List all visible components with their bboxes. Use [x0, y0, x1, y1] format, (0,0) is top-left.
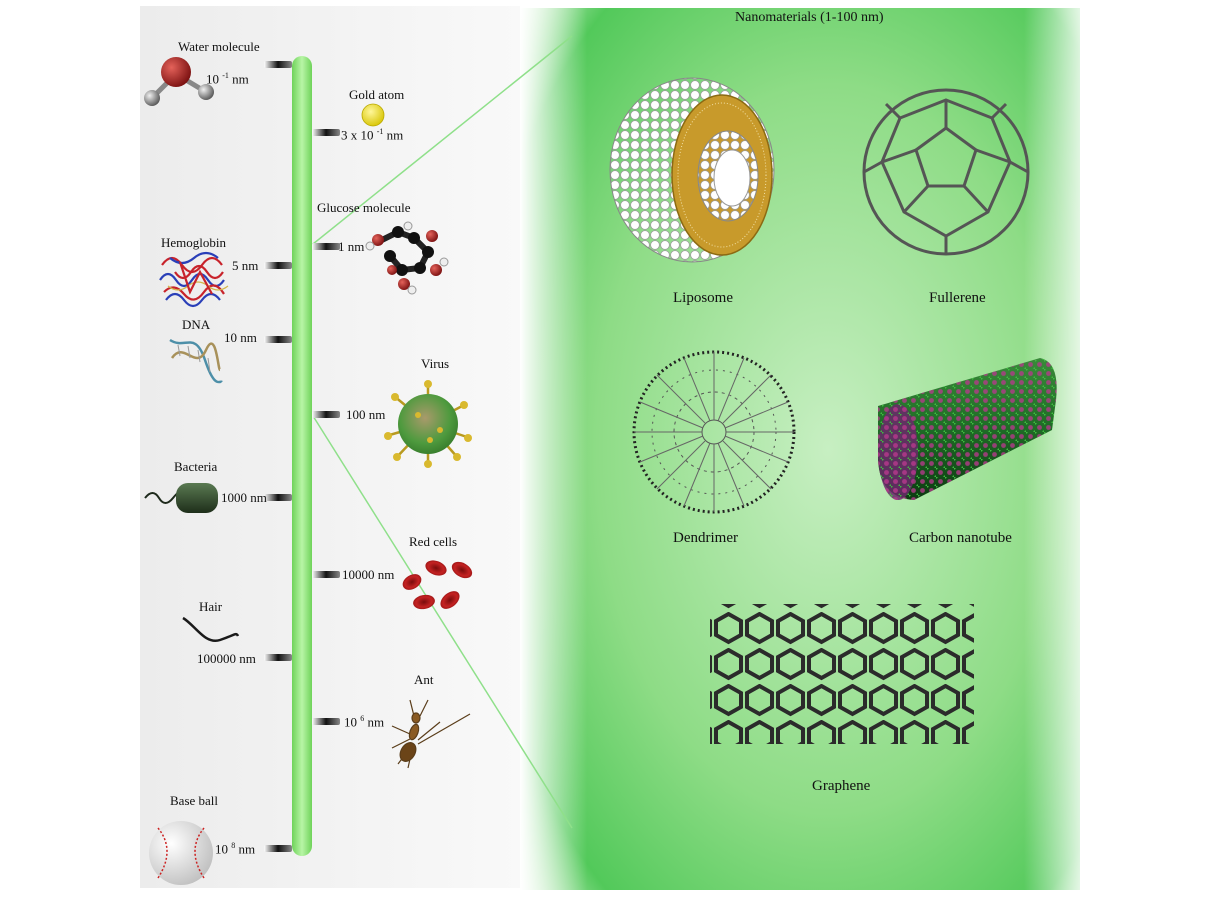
label-glucose-molecule: Glucose molecule [317, 200, 411, 215]
label-baseball: Base ball [170, 793, 219, 808]
value-red-cells: 10000 nm [342, 567, 395, 582]
label-graphene: Graphene [812, 778, 871, 794]
tick-hemoglobin [264, 262, 292, 269]
label-water-molecule: Water molecule [178, 39, 260, 54]
label-hemoglobin: Hemoglobin [161, 235, 226, 250]
value-baseball: 10 8 nm [215, 841, 256, 857]
value-hair: 100000 nm [197, 651, 256, 666]
tick-glucose [312, 243, 340, 250]
label-bacteria: Bacteria [174, 459, 218, 474]
hair-image [182, 616, 240, 643]
value-glucose: 1 nm [338, 239, 365, 254]
label-virus: Virus [421, 356, 450, 371]
tick-baseball [264, 845, 292, 852]
value-dna: 10 nm [224, 330, 257, 345]
scale-bar [292, 56, 312, 856]
virus-image [384, 380, 472, 468]
dendrimer-image [632, 350, 796, 514]
tick-bacteria [264, 494, 292, 501]
tick-ant [312, 718, 340, 725]
value-gold-atom: 3 x 10 -1 nm [341, 127, 404, 143]
label-liposome: Liposome [673, 290, 733, 306]
tick-redcells [312, 571, 340, 578]
liposome-image [609, 77, 775, 263]
graphene-image [710, 604, 974, 744]
label-dendrimer: Dendrimer [673, 530, 738, 546]
value-virus: 100 nm [346, 407, 386, 422]
label-ant: Ant [414, 672, 434, 687]
label-red-cells: Red cells [409, 534, 458, 549]
glucose-molecule-image [365, 221, 449, 295]
hemoglobin-image [159, 251, 229, 308]
tick-gold [312, 129, 340, 136]
tick-dna [264, 336, 292, 343]
scale-background [140, 6, 520, 888]
panel-title: Nanomaterials (1-100 nm) [735, 10, 884, 25]
zoom-line-bottom [307, 407, 573, 829]
fullerene-image [862, 88, 1030, 256]
red-cells-image [402, 560, 473, 610]
label-gold-atom: Gold atom [349, 87, 405, 102]
ant-image [391, 699, 471, 769]
value-water-molecule: 10 -1 nm [206, 71, 249, 87]
label-fullerene: Fullerene [929, 290, 986, 306]
label-carbon-nanotube: Carbon nanotube [909, 530, 1012, 546]
label-dna: DNA [182, 317, 211, 332]
tick-hair [264, 654, 292, 661]
value-hemoglobin: 5 nm [232, 258, 259, 273]
carbon-nanotube-image [878, 358, 1057, 500]
tick-virus [312, 411, 340, 418]
bacteria-image [144, 483, 218, 513]
baseball-image [149, 821, 213, 885]
value-bacteria: 1000 nm [221, 490, 267, 505]
tick-water [264, 61, 292, 68]
dna-image [169, 338, 223, 384]
zoom-line-top [307, 35, 573, 249]
value-ant: 10 6 nm [344, 714, 385, 730]
label-hair: Hair [199, 599, 223, 614]
water-molecule-image [144, 57, 214, 106]
gold-atom-image [361, 103, 385, 127]
